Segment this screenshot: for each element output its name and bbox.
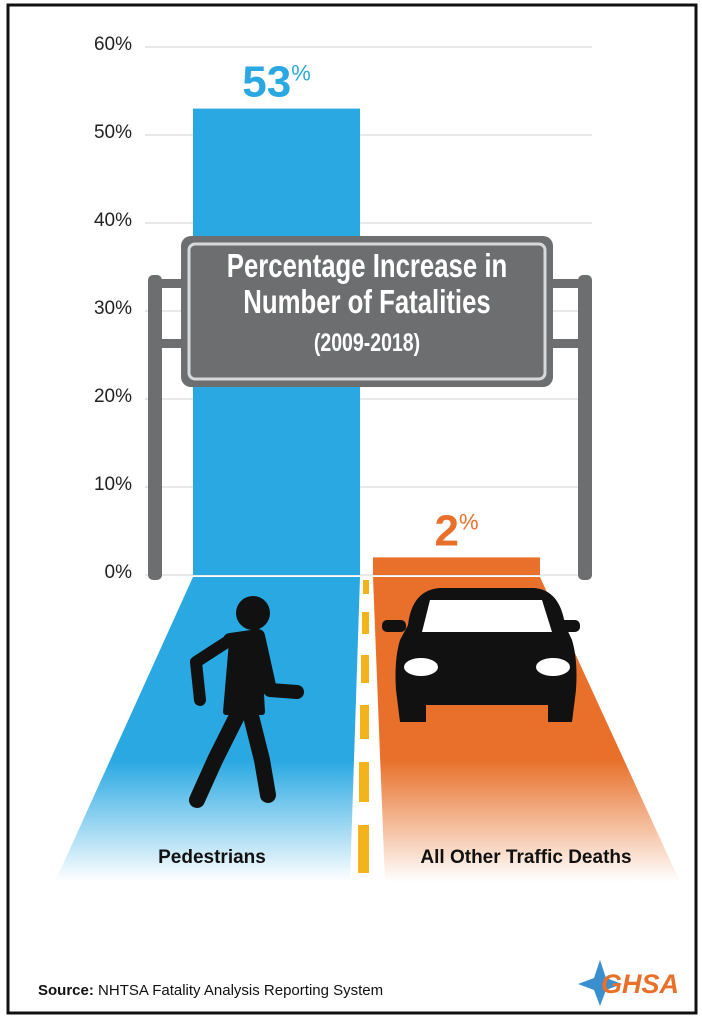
- chart-subtitle: (2009-2018): [195, 326, 538, 360]
- center-line: [358, 580, 369, 873]
- y-tick-label: 60%: [94, 34, 132, 55]
- page: 0% 10% 20% 30% 40% 50% 60% 53% Pedestrians 2% All…: [0, 0, 702, 1018]
- value-label: 2%: [434, 506, 478, 555]
- road-left: [55, 577, 360, 882]
- y-tick-label: 50%: [94, 122, 132, 143]
- category-label: Pedestrians: [158, 847, 266, 868]
- chart: 0% 10% 20% 30% 40% 50% 60% 53% Pedestrians 2% All…: [0, 0, 702, 1018]
- bar: [373, 557, 540, 575]
- sign-text: Percentage Increase in Number of Fatalit…: [192, 248, 542, 360]
- sign-inner: Percentage Increase in Number of Fatalit…: [195, 248, 538, 360]
- y-tick-label: 20%: [94, 386, 132, 407]
- y-tick-label: 40%: [94, 210, 132, 231]
- source-text: NHTSA Fatality Analysis Reporting System: [98, 982, 383, 999]
- source-label: Source:: [38, 982, 94, 999]
- y-tick-label: 30%: [94, 298, 132, 319]
- category-label: All Other Traffic Deaths: [420, 847, 631, 868]
- chart-title: Percentage Increase in Number of Fatalit…: [195, 248, 538, 320]
- logo: GHSA: [601, 969, 679, 999]
- y-tick-label: 10%: [94, 474, 132, 495]
- source: Source: NHTSA Fatality Analysis Reportin…: [38, 982, 383, 999]
- y-tick-label: 0%: [105, 562, 133, 583]
- value-label: 53%: [242, 58, 311, 107]
